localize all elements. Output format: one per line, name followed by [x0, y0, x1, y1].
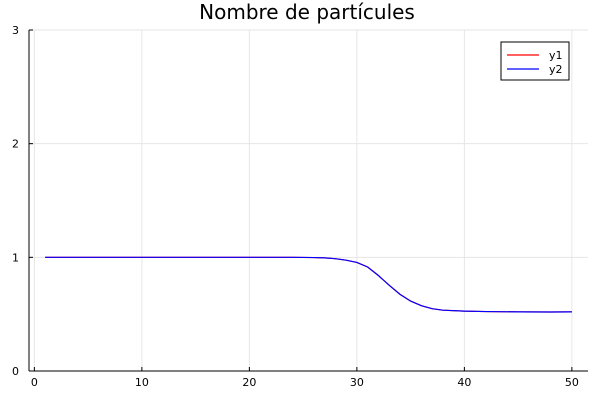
x-tick-label-0: 0: [31, 376, 38, 389]
x-tick-label-3: 30: [350, 376, 364, 389]
y-tick-label-3: 3: [12, 24, 19, 37]
x-tick-label-1: 10: [135, 376, 149, 389]
y-tick-label-0: 0: [12, 365, 19, 378]
chart-title: Nombre de partícules: [199, 0, 415, 24]
legend-label-y2: y2: [549, 63, 563, 76]
y-tick-label-2: 2: [12, 138, 19, 151]
x-tick-label-4: 40: [457, 376, 471, 389]
axes-layer: 0 10 20 30 40 50 0 1 2 3: [12, 24, 588, 389]
x-tick-label-5: 50: [565, 376, 579, 389]
x-tick-label-2: 20: [242, 376, 256, 389]
legend-box: [500, 41, 570, 81]
legend-label-y1: y1: [549, 49, 563, 62]
series-line-y2: [45, 256, 572, 313]
y-tick-label-1: 1: [12, 251, 19, 264]
series-layer: [45, 256, 572, 313]
